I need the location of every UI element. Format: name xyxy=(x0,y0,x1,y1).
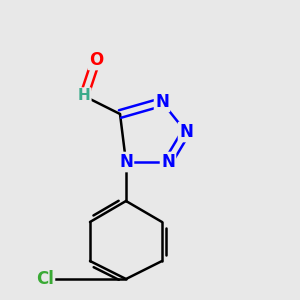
Text: Cl: Cl xyxy=(36,270,54,288)
Text: N: N xyxy=(119,153,133,171)
Text: O: O xyxy=(89,51,103,69)
Text: N: N xyxy=(179,123,193,141)
Text: H: H xyxy=(78,88,90,104)
Text: N: N xyxy=(155,93,169,111)
Text: N: N xyxy=(161,153,175,171)
